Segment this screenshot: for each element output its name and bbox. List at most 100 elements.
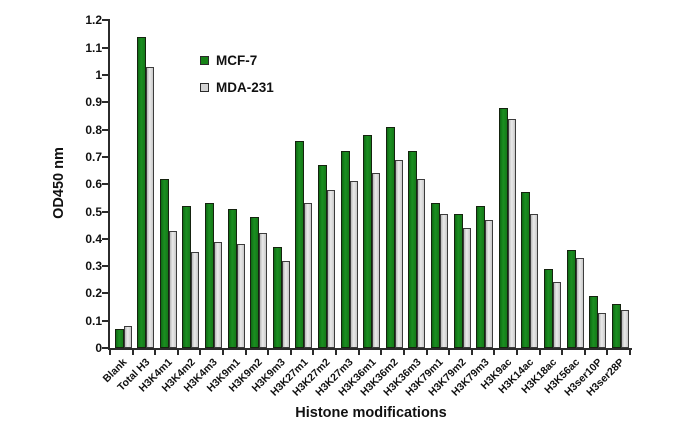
- legend-label-mda231: MDA-231: [216, 79, 274, 95]
- y-tick: [102, 19, 108, 22]
- x-tick: [380, 350, 383, 355]
- bar-mda-231-total-h3: [146, 67, 154, 348]
- bar-mda-231-h3k27m2: [327, 190, 335, 348]
- bar-mcf-7-h3k56ac: [567, 250, 576, 348]
- legend-row-mda231: MDA-231: [200, 77, 274, 97]
- y-tick-label: 0.4: [85, 231, 102, 246]
- x-tick: [448, 350, 451, 355]
- legend-swatch-mda231-icon: [200, 82, 209, 92]
- x-tick: [335, 350, 338, 355]
- x-axis-line: [108, 348, 632, 350]
- bar-mcf-7-h3k9ac: [499, 108, 508, 348]
- legend-row-mcf7: MCF-7: [200, 50, 274, 70]
- x-tick: [629, 350, 631, 355]
- x-tick: [154, 350, 157, 355]
- y-tick-label: 0.8: [85, 122, 102, 137]
- bar-mda-231-h3k4m3: [214, 242, 222, 348]
- bar-mda-231-h3k36m1: [372, 173, 380, 348]
- bar-mcf-7-h3k79m2: [454, 214, 463, 348]
- x-axis-title: Histone modifications: [295, 405, 447, 421]
- y-tick-label: 0.5: [85, 204, 102, 219]
- x-tick: [199, 350, 202, 355]
- bar-mcf-7-h3k27m1: [295, 141, 304, 348]
- y-tick: [102, 292, 108, 295]
- bar-mcf-7-total-h3: [137, 37, 146, 348]
- bar-mda-231-h3k9m2: [259, 233, 267, 348]
- bar-mcf-7-h3k36m1: [363, 135, 372, 348]
- bar-mda-231-h3k79m2: [463, 228, 471, 348]
- bar-mcf-7-h3k36m3: [408, 151, 417, 348]
- bar-mcf-7-h3k4m3: [205, 203, 214, 348]
- bar-mda-231-h3k14ac: [530, 214, 538, 348]
- legend: MCF-7 MDA-231: [200, 50, 274, 104]
- bar-mcf-7-h3k9m2: [250, 217, 259, 348]
- y-tick: [102, 347, 108, 349]
- y-tick: [102, 101, 108, 104]
- y-tick: [102, 46, 108, 49]
- x-tick: [289, 350, 292, 355]
- bar-mcf-7-h3k4m1: [160, 179, 169, 348]
- bar-mda-231-h3k27m1: [304, 203, 312, 348]
- y-tick-label: 0.7: [85, 149, 102, 164]
- bar-mcf-7-blank: [115, 329, 124, 348]
- bar-mda-231-h3k56ac: [576, 258, 584, 348]
- bar-mcf-7-h3k27m2: [318, 165, 327, 348]
- bar-mda-231-h3k36m2: [395, 160, 403, 348]
- y-tick-label: 0.1: [85, 313, 102, 328]
- x-tick: [131, 350, 134, 355]
- y-axis-line: [108, 19, 110, 350]
- bar-mda-231-h3ser10p: [598, 313, 606, 348]
- x-tick: [583, 350, 586, 355]
- y-tick-label: 1.2: [85, 13, 102, 28]
- x-tick: [606, 350, 609, 355]
- y-tick: [102, 319, 108, 322]
- y-axis-title: OD450 nm: [51, 147, 67, 219]
- y-tick-label: 0.9: [85, 95, 102, 110]
- bar-mcf-7-h3k9m3: [273, 247, 282, 348]
- x-tick: [402, 350, 405, 355]
- bar-mda-231-h3k9m1: [237, 244, 245, 348]
- bar-mda-231-h3k4m2: [191, 252, 199, 348]
- y-tick: [102, 74, 108, 76]
- y-tick-label: 1.1: [85, 40, 102, 55]
- x-tick: [538, 350, 541, 355]
- bar-mda-231-h3k79m3: [485, 220, 493, 348]
- bar-mcf-7-h3k18ac: [544, 269, 553, 348]
- y-tick-label: 0.3: [85, 259, 102, 274]
- x-tick: [176, 350, 179, 355]
- bar-mcf-7-h3k27m3: [341, 151, 350, 348]
- y-tick-label: 1: [95, 68, 102, 82]
- bar-mda-231-h3k18ac: [553, 282, 561, 348]
- y-tick: [102, 183, 108, 186]
- bar-mcf-7-h3ser10p: [589, 296, 598, 348]
- bar-mcf-7-h3k14ac: [521, 192, 530, 348]
- x-tick: [267, 350, 270, 355]
- x-tick: [561, 350, 564, 355]
- y-tick: [102, 210, 108, 213]
- y-tick-label: 0.6: [85, 177, 102, 192]
- bar-mda-231-h3k4m1: [169, 231, 177, 348]
- y-tick: [102, 265, 108, 268]
- y-tick-label: 0: [95, 341, 102, 355]
- y-tick-label: 0.2: [85, 286, 102, 301]
- bar-mcf-7-h3k9m1: [228, 209, 237, 348]
- x-tick: [109, 350, 111, 355]
- bar-mda-231-h3k27m3: [350, 181, 358, 348]
- y-tick: [102, 237, 108, 240]
- bar-mcf-7-h3k36m2: [386, 127, 395, 348]
- bar-mda-231-blank: [124, 326, 132, 348]
- bar-mcf-7-h3ser28p: [612, 304, 621, 348]
- x-tick: [515, 350, 518, 355]
- x-tick: [425, 350, 428, 355]
- x-tick: [357, 350, 360, 355]
- legend-label-mcf7: MCF-7: [216, 52, 258, 68]
- bar-mda-231-h3ser28p: [621, 310, 629, 348]
- x-tick: [312, 350, 315, 355]
- bar-mda-231-h3k9m3: [282, 261, 290, 348]
- bar-mda-231-h3k9ac: [508, 119, 516, 348]
- y-tick: [102, 128, 108, 131]
- x-tick: [222, 350, 225, 355]
- bar-mcf-7-h3k4m2: [182, 206, 191, 348]
- x-tick: [493, 350, 496, 355]
